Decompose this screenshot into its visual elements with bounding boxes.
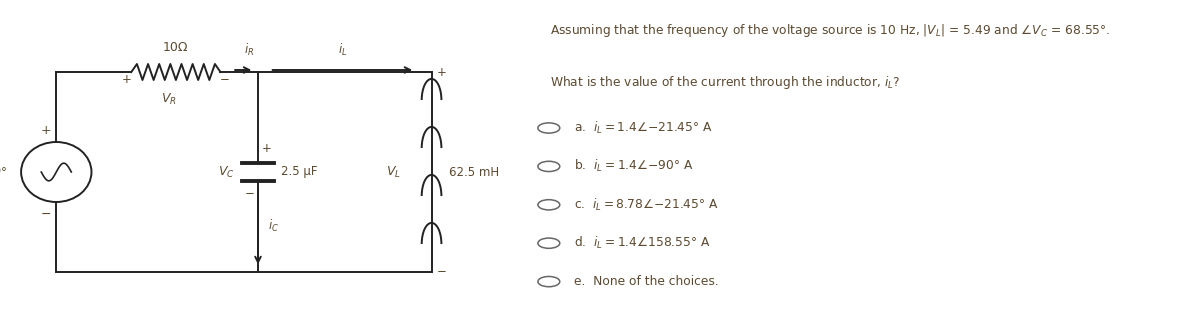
Text: Assuming that the frequency of the voltage source is 10 Hz, $|V_L|$ = 5.49 and $: Assuming that the frequency of the volta… (551, 22, 1110, 39)
Text: 2.5 μF: 2.5 μF (282, 165, 318, 179)
Text: $V_L$: $V_L$ (386, 164, 401, 180)
Text: −: − (437, 265, 446, 278)
Text: $i_R$: $i_R$ (245, 42, 254, 58)
Text: What is the value of the current through the inductor, $i_L$?: What is the value of the current through… (551, 74, 901, 91)
Text: c.  $i_L = 8.78\angle{-21.45°}$ A: c. $i_L = 8.78\angle{-21.45°}$ A (574, 197, 719, 213)
Text: $i_C$: $i_C$ (269, 218, 280, 235)
Text: −: − (41, 207, 52, 220)
Text: +: + (121, 73, 132, 86)
Text: $i_L$: $i_L$ (337, 42, 347, 58)
Text: 10Ω: 10Ω (163, 41, 188, 54)
Text: +: + (437, 66, 446, 79)
Text: −: − (220, 73, 229, 86)
Text: d.  $i_L = 1.4\angle{158.55°}$ A: d. $i_L = 1.4\angle{158.55°}$ A (574, 235, 710, 251)
Text: 62.5 mH: 62.5 mH (449, 165, 499, 179)
Text: $V_R$: $V_R$ (161, 92, 176, 107)
Text: a.  $i_L = 1.4\angle{-21.45°}$ A: a. $i_L = 1.4\angle{-21.45°}$ A (574, 120, 713, 136)
Text: +: + (41, 124, 52, 137)
Text: 15∠0°: 15∠0° (0, 165, 7, 179)
Text: +: + (262, 141, 271, 155)
Text: b.  $i_L = 1.4\angle{-90°}$ A: b. $i_L = 1.4\angle{-90°}$ A (574, 158, 694, 174)
Text: e.  None of the choices.: e. None of the choices. (574, 275, 719, 288)
Text: −: − (245, 188, 254, 201)
Text: $V_C$: $V_C$ (218, 164, 234, 180)
